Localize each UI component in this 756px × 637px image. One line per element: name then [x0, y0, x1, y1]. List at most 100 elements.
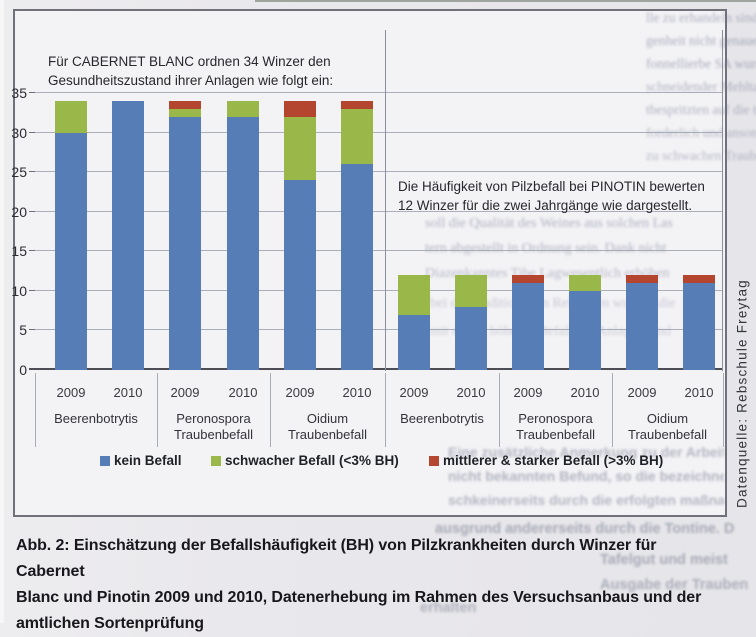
- bar-segment-blue: [626, 282, 658, 370]
- gridline-30: [35, 131, 723, 133]
- bar-segment-blue: [169, 116, 201, 370]
- group-separator-0: [35, 373, 36, 447]
- scan-edge-left: [0, 0, 4, 623]
- bar-segment-blue: [683, 282, 715, 370]
- ghost-text-line: soll die Qualität des Weines aus solchen…: [425, 216, 673, 231]
- year-label-4: 2009: [285, 385, 315, 400]
- gridline-35: [35, 92, 723, 93]
- y-axis-tick-25: [29, 171, 35, 173]
- year-label-8: 2009: [513, 385, 543, 400]
- group-separator-3: [385, 373, 386, 447]
- bar-segment-green: [398, 275, 430, 315]
- bar-segment-blue: [55, 132, 87, 370]
- bar-segment-blue: [398, 314, 430, 370]
- bar-segment-blue: [455, 306, 487, 370]
- y-axis-tick-20: [29, 210, 35, 212]
- annotation-cabernet-line2: Gesundheitszustand ihrer Anlagen wie fol…: [48, 73, 334, 88]
- gridline-5: [35, 329, 723, 331]
- bar-segment-blue: [284, 180, 316, 370]
- category-label-0: Beerenbotrytis: [54, 411, 138, 426]
- ghost-text-line: bei den traditionellen Rebsorten wurden …: [430, 296, 676, 311]
- ghost-text-line: Ausgabe der Trauben: [600, 577, 749, 593]
- plot-right-border: [722, 30, 723, 371]
- ghost-text-line: lle zu erhandeln sind, b: [646, 10, 756, 25]
- group-separator-1: [157, 373, 158, 447]
- bar-segment-blue: [512, 282, 544, 370]
- bar-segment-green: [569, 275, 601, 291]
- year-label-3: 2010: [228, 385, 258, 400]
- bar-segment-blue: [112, 100, 144, 370]
- ghost-text-line: schneidender Mehltau auf den Anlagen zu: [646, 79, 756, 94]
- bar-segment-blue: [341, 164, 373, 370]
- category-label-2: Oidium Traubenbefall: [287, 411, 367, 442]
- bar-segment-red: [626, 275, 658, 283]
- bar-segment-red: [512, 275, 544, 283]
- ghost-text-line: fonnellierbe SA wurde jetzt ein Besonder…: [646, 56, 756, 71]
- panel-divider-line: [385, 30, 386, 371]
- y-axis-tick-label-25: 25: [11, 164, 27, 181]
- category-label-1: Peronospora Traubenbefall: [173, 411, 253, 442]
- category-label-4: Peronospora Traubenbefall: [515, 411, 595, 442]
- y-axis-tick-label-20: 20: [11, 203, 27, 220]
- chart-legend: kein Befall schwacher Befall (<3% BH) mitt…: [15, 453, 725, 480]
- ghost-text-line: nicht bekannten Befund, so die bezeichne…: [448, 468, 724, 484]
- ghost-text-line: erhalten: [420, 600, 477, 616]
- plot-area: 0 5 10 15 20 25 30 35: [11, 30, 723, 378]
- y-axis-tick-label-35: 35: [11, 85, 27, 101]
- ghost-text-line: schkeinerseits durch die erfolgten maßna…: [448, 492, 724, 508]
- y-axis-tick-label-0: 0: [19, 362, 27, 378]
- y-axis-tick-15: [29, 250, 35, 252]
- year-label-11: 2010: [684, 385, 714, 400]
- bar-segment-blue: [569, 290, 601, 370]
- ghost-text-line: genheit nicht genauer werden. Von Saarze…: [646, 33, 756, 48]
- bar-segment-green: [227, 100, 259, 117]
- x-axis-label-strip: 2009 2010 2009 2010 2009 2010 2009 2010 2009 2010…: [35, 371, 724, 452]
- ghost-text-line: Eine zusätzliche Anmerkung zu der Arbeit…: [448, 444, 724, 460]
- ghost-text-line: tbespritzten auf die trockenen Standorte…: [646, 102, 756, 117]
- category-label-5: Oidium Traubenbefall: [627, 411, 707, 442]
- year-label-10: 2009: [627, 385, 657, 400]
- bar-segment-red: [284, 100, 316, 117]
- bar-segment-green: [455, 275, 487, 307]
- y-axis-tick-10: [29, 289, 35, 291]
- ghost-text-line: tern abgestellt in Ordnung sein. Dank ni…: [425, 241, 667, 256]
- ghost-text-line: ausgrund andererseits durch die Tontine.…: [435, 521, 735, 537]
- year-label-7: 2010: [456, 385, 486, 400]
- group-separator-5: [612, 373, 613, 447]
- bar-segment-green: [169, 108, 201, 117]
- figure-box: Für CABERNET BLANC ordnen 34 Winzer den …: [11, 9, 727, 517]
- year-label-6: 2009: [399, 385, 429, 400]
- y-axis-tick-label-15: 15: [11, 243, 27, 260]
- gridline-20: [35, 210, 723, 212]
- data-source-note: Datenquelle: Rebschule Freytag: [734, 279, 750, 509]
- legend-swatch-1: [211, 456, 221, 466]
- gridline-10: [35, 289, 723, 291]
- y-axis-tick-30: [29, 131, 35, 133]
- annotation-cabernet: Für CABERNET BLANC ordnen 34 Winzer den …: [48, 52, 333, 90]
- year-label-2: 2009: [170, 385, 200, 400]
- y-axis-tick-5: [29, 329, 35, 331]
- group-separator-4: [499, 373, 500, 447]
- ghost-text-line: Tafelgut und meist: [600, 552, 728, 568]
- figure-caption: Abb. 2: Einschätzung der Befallshäufigke…: [16, 533, 728, 637]
- bar-segment-red: [683, 275, 715, 283]
- bar-segment-green: [341, 108, 373, 165]
- year-label-1: 2010: [113, 385, 143, 400]
- caption-line2: Blanc und Pinotin 2009 und 2010, Datener…: [16, 589, 702, 606]
- y-axis-tick-label-10: 10: [11, 282, 27, 299]
- category-label-3: Beerenbotrytis: [400, 411, 484, 426]
- group-separator-2: [270, 373, 271, 447]
- scan-edge-top: [255, 0, 756, 2]
- ghost-text-line: mit einem höheren Befall der Anlagen sin…: [430, 324, 672, 339]
- annotation-pinotin-line2: 12 Winzer für die zwei Jahrgänge wie dar…: [398, 198, 693, 213]
- bar-segment-green: [55, 100, 87, 133]
- caption-line1: Abb. 2: Einschätzung der Befallshäufigke…: [16, 537, 657, 580]
- bar-segment-blue: [227, 116, 259, 370]
- y-axis-tick-35: [29, 92, 35, 93]
- year-label-0: 2009: [56, 385, 86, 400]
- ghost-text-line: zu schwachen Traubenbefall eine mögliche: [646, 148, 756, 163]
- gridline-15: [35, 250, 723, 252]
- caption-line3: amtlichen Sortenprüfung: [16, 615, 204, 632]
- legend-swatch-2: [429, 456, 439, 466]
